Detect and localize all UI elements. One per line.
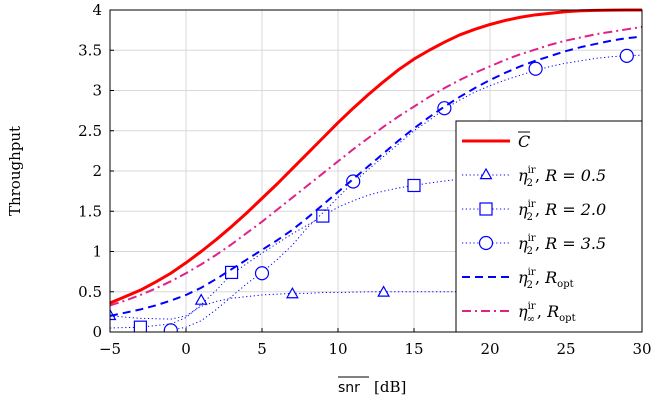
data-point-marker — [133, 320, 147, 332]
y-tick-label: 0 — [92, 323, 102, 341]
y-tick-label: 0.5 — [78, 283, 102, 301]
x-axis-label-unit: [dB] — [374, 378, 406, 396]
data-point-marker — [163, 323, 178, 332]
x-tick-label: −5 — [99, 340, 121, 358]
data-point-marker — [316, 209, 330, 223]
legend-label-0: C — [518, 132, 530, 151]
legend-box — [455, 120, 643, 333]
data-point-marker — [254, 266, 270, 281]
series-line-3 — [170, 54, 642, 331]
data-point-marker — [285, 286, 299, 299]
legend-marker — [479, 167, 493, 180]
y-tick-label: 1.5 — [78, 202, 102, 220]
data-point-marker — [346, 174, 361, 189]
y-tick-label: 2.5 — [78, 122, 102, 140]
legend-marker — [478, 235, 494, 251]
x-tick-label: 15 — [404, 340, 423, 358]
data-point-marker — [619, 48, 634, 63]
x-tick-label: 30 — [632, 340, 651, 358]
x-axis-label: snr [dB] — [338, 376, 406, 396]
legend-label-4: ηir 2, Ropt — [518, 267, 574, 291]
series-line-5 — [110, 25, 642, 307]
series-line-2 — [110, 175, 491, 329]
legend-label-3: ηir 2, R = 3.5 — [518, 233, 606, 257]
x-axis-label-main: snr — [338, 380, 360, 396]
series-group — [110, 8, 642, 332]
series-line-0 — [110, 8, 642, 305]
data-point-marker — [407, 178, 421, 193]
legend-label-5: ηir ∞, Ropt — [518, 301, 576, 325]
y-tick-label: 1 — [92, 243, 102, 261]
x-tick-label: 0 — [181, 340, 191, 358]
series-line-4 — [110, 35, 642, 317]
x-tick-label: 20 — [480, 340, 499, 358]
legend-label-1: ηir 2, R = 0.5 — [518, 165, 606, 189]
legend-marker — [479, 202, 493, 216]
y-tick-label: 4 — [92, 1, 102, 19]
x-tick-label: 5 — [257, 340, 267, 358]
x-tick-label: 25 — [556, 340, 575, 358]
y-tick-label: 3.5 — [78, 41, 102, 59]
y-tick-label: 3 — [92, 82, 102, 100]
y-tick-label: 2 — [92, 162, 102, 180]
data-point-marker — [377, 285, 391, 297]
y-axis-label: Throughput — [6, 126, 24, 216]
data-point-marker — [194, 293, 208, 305]
data-point-marker — [528, 61, 543, 76]
x-tick-label: 10 — [328, 340, 347, 358]
legend-label-2: ηir 2, R = 2.0 — [518, 199, 606, 223]
